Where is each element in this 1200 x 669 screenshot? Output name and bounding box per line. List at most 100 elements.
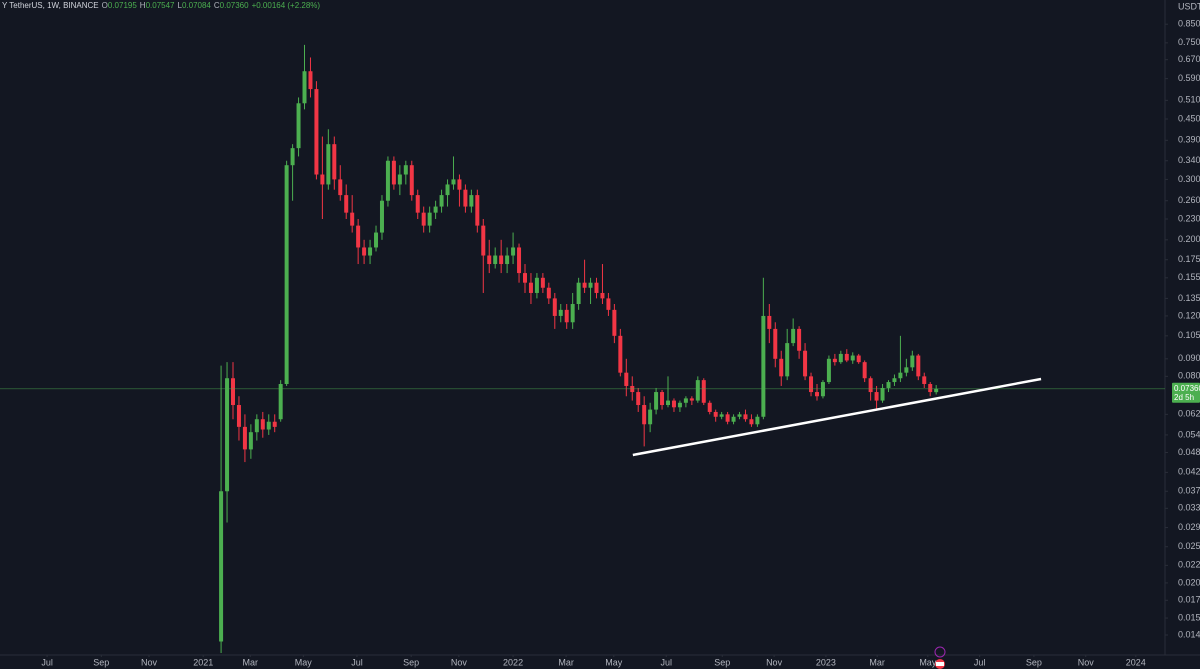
candle-body [880, 387, 885, 401]
candle-body [713, 411, 718, 417]
y-tick-label: 0.12000 [1178, 310, 1200, 320]
candle-body [916, 355, 921, 377]
candle-body [624, 372, 629, 386]
last-price-label: 0.07360 [1174, 384, 1200, 393]
candle-body [832, 358, 837, 363]
y-tick-label: 0.85000 [1178, 19, 1200, 29]
candle-body [326, 144, 331, 185]
y-tick-label: 0.03300 [1178, 503, 1200, 513]
candle-body [517, 247, 522, 274]
y-tick-label: 0.75000 [1178, 37, 1200, 47]
candle-body [654, 392, 659, 410]
x-tick-label: Jul [974, 657, 986, 667]
candle-body [445, 184, 450, 196]
candle-body [904, 367, 909, 373]
candle-body [731, 416, 736, 422]
x-tick-label: Mar [869, 657, 885, 667]
candle-body [719, 414, 724, 417]
candle-body [219, 491, 224, 642]
y-tick-label: 0.17500 [1178, 254, 1200, 264]
candle-body [552, 298, 557, 316]
x-tick-label: Mar [243, 657, 259, 667]
ohlc-value: 0.07195 [107, 1, 137, 10]
candle-body [826, 358, 831, 383]
candle-body [892, 378, 897, 383]
candle-body [588, 282, 593, 288]
y-tick-label: 0.01580 [1178, 612, 1200, 622]
candle-body [725, 414, 730, 422]
candle-body [910, 355, 915, 368]
x-tick-label: 2023 [816, 657, 836, 667]
candle-body [356, 225, 361, 248]
candle-body [290, 148, 295, 166]
candle-body [749, 419, 754, 425]
candle-body [332, 144, 337, 180]
candle-body [570, 304, 575, 323]
candle-body [761, 315, 766, 417]
candle-body [606, 298, 611, 310]
y-tick-label: 0.06200 [1178, 409, 1200, 419]
indicator-icons [934, 646, 946, 669]
candle-body [666, 400, 671, 406]
candle-body [260, 419, 265, 430]
candle-body [671, 400, 676, 408]
candle-body [683, 398, 688, 403]
x-tick-label: Sep [403, 657, 419, 667]
y-tick-label: 0.02250 [1178, 560, 1200, 570]
y-tick-label: 0.51000 [1178, 95, 1200, 105]
y-tick-label: 0.13500 [1178, 293, 1200, 303]
y-tick-label: 0.59000 [1178, 73, 1200, 83]
x-tick-label: Sep [714, 657, 730, 667]
chart-header: Y TetherUS, 1W, BINANCE O0.07195 H0.07547 L… [2, 0, 323, 12]
y-tick-label: 0.04200 [1178, 467, 1200, 477]
y-tick-label: 0.09000 [1178, 353, 1200, 363]
y-tick-label: 0.05400 [1178, 429, 1200, 439]
trend-line [632, 377, 1042, 457]
candle-body [743, 414, 748, 420]
x-tick-label: Jul [660, 657, 672, 667]
candle-body [248, 432, 253, 450]
x-tick-label: May [295, 657, 313, 667]
candle-body [231, 378, 235, 406]
y-tick-label: 0.15500 [1178, 272, 1200, 282]
y-tick-label: 0.10500 [1178, 330, 1200, 340]
candle-body [403, 165, 408, 175]
candle-body [576, 282, 581, 305]
candle-body [368, 247, 373, 256]
candle-body [427, 212, 432, 226]
candle-body [677, 402, 682, 408]
y-tick-label: 0.08000 [1178, 371, 1200, 381]
candle-body [648, 409, 653, 425]
candle-body [564, 309, 569, 323]
candle-body [379, 200, 384, 233]
last-price-box [1172, 382, 1200, 403]
candle-body [278, 383, 283, 420]
candle-body [660, 392, 665, 406]
y-tick-label: 0.01410 [1178, 629, 1200, 639]
x-tick-label: Sep [1026, 657, 1042, 667]
candle-body [463, 189, 468, 207]
candle-body [814, 392, 819, 397]
candle-body [362, 247, 367, 256]
y-tick-label: 0.26000 [1178, 195, 1200, 205]
candle-body [457, 179, 462, 190]
candle-body [922, 376, 927, 384]
candle-body [791, 328, 796, 344]
y-tick-label: 0.34000 [1178, 155, 1200, 165]
candle-body [338, 179, 343, 196]
x-tick-label: Nov [451, 657, 468, 667]
candle-body [409, 165, 414, 196]
candle-body [475, 195, 480, 226]
x-tick-label: 2024 [1126, 657, 1146, 667]
x-tick-label: Nov [141, 657, 158, 667]
candle-body [236, 405, 241, 427]
candle-body [296, 103, 301, 149]
candle-body [397, 174, 402, 185]
y-tick-label: 0.39000 [1178, 135, 1200, 145]
y-tick-label: 0.02900 [1178, 522, 1200, 532]
candle-body [481, 225, 486, 256]
candle-body [773, 328, 778, 359]
candle-body [838, 353, 843, 363]
